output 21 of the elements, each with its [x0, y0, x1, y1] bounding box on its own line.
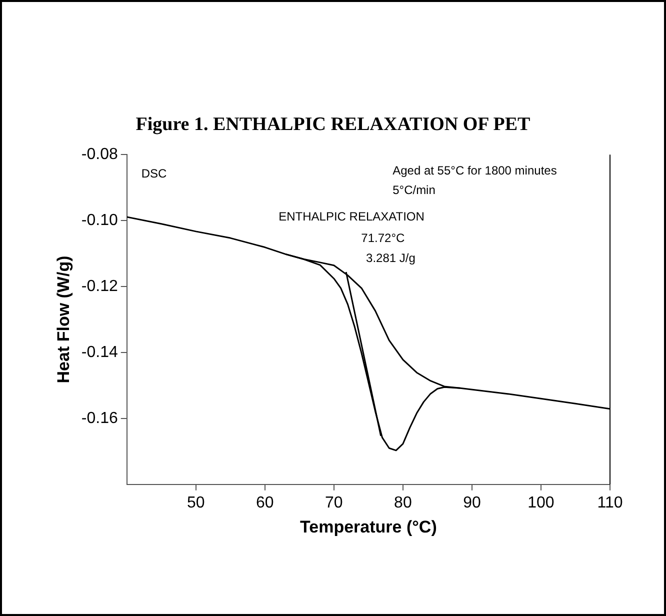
y-tick-label: -0.10	[81, 212, 118, 229]
x-tick-label: 110	[597, 494, 623, 512]
annotation: 71.72°C	[361, 231, 406, 246]
annotation: Aged at 55°C for 1800 minutes	[392, 163, 557, 178]
y-axis-title: Heat Flow (W/g)	[54, 256, 73, 384]
x-tick-label: 90	[463, 494, 481, 512]
x-tick-label: 50	[186, 494, 205, 512]
annotation: 5°C/min	[392, 183, 436, 198]
x-tick-label: 100	[528, 494, 554, 512]
y-tick-label: -0.08	[81, 146, 118, 164]
chart-title: Figure 1. ENTHALPIC RELAXATION OF PET	[134, 114, 532, 136]
y-tick-label: -0.16	[81, 410, 118, 427]
y-tick-label: -0.12	[81, 278, 118, 295]
x-axis-title: Temperature (°C)	[300, 517, 437, 536]
annotation: 3.281 J/g	[366, 250, 416, 265]
annotation: DSC	[141, 166, 168, 181]
x-tick-label: 60	[256, 494, 274, 512]
y-tick-label: -0.14	[81, 344, 118, 361]
annotation: ENTHALPIC RELAXATION	[278, 210, 424, 224]
x-tick-label: 70	[325, 494, 343, 512]
x-tick-label: 80	[394, 494, 412, 512]
